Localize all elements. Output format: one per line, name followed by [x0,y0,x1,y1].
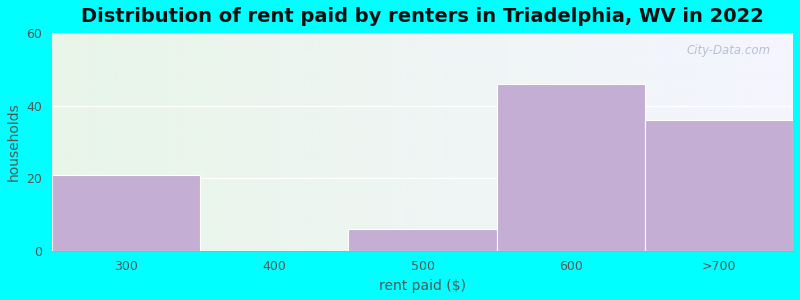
X-axis label: rent paid ($): rent paid ($) [379,279,466,293]
Bar [52,175,200,251]
Title: Distribution of rent paid by renters in Triadelphia, WV in 2022: Distribution of rent paid by renters in … [81,7,764,26]
Text: City-Data.com: City-Data.com [686,44,771,57]
Y-axis label: households: households [7,103,21,181]
Bar [349,229,497,251]
Bar [497,84,645,251]
Bar [645,120,793,251]
